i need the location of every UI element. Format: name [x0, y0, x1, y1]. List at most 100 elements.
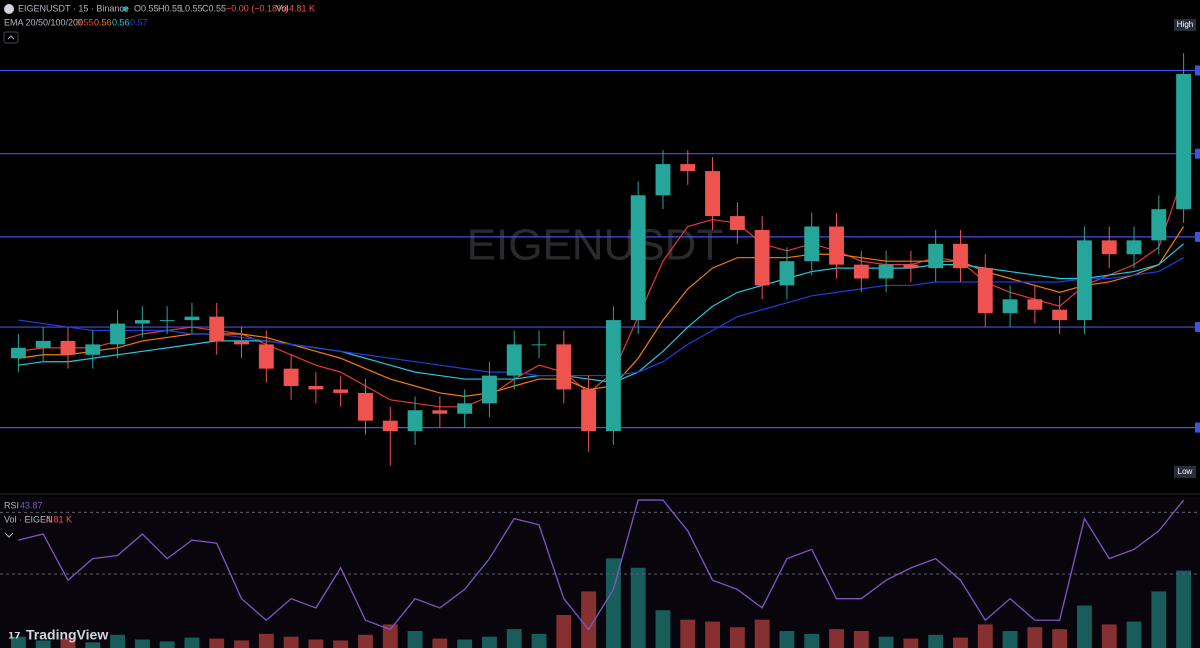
volume-bar — [1151, 591, 1167, 648]
level-handle — [1195, 322, 1200, 333]
status-dot — [122, 6, 128, 12]
volume-bar — [729, 627, 745, 648]
candle-body — [705, 171, 720, 217]
candle-body — [1002, 299, 1018, 314]
volume-bar — [556, 614, 572, 648]
candle-body — [928, 243, 944, 269]
volume-bar — [407, 631, 423, 648]
volume-bar — [10, 636, 26, 648]
volume-bar — [581, 591, 597, 648]
volume-bar — [630, 567, 646, 648]
high-tag — [1174, 19, 1196, 31]
volume-bar — [283, 636, 299, 648]
volume-bar — [1176, 570, 1192, 648]
volume-bar — [506, 629, 522, 648]
volume-bar — [903, 638, 919, 648]
candle-body — [258, 344, 274, 369]
brand: TradingView — [26, 627, 108, 643]
volume-bar — [680, 619, 696, 648]
ema-value: 0.56 — [94, 17, 112, 27]
candle-body — [1027, 299, 1043, 310]
ema-value: 0.57 — [130, 17, 148, 27]
candle-body — [804, 226, 820, 262]
volume-bar — [754, 619, 770, 648]
candle-body — [35, 340, 51, 348]
volume-bar — [1126, 621, 1142, 648]
level-handle — [1195, 148, 1200, 159]
volume-bar — [705, 621, 720, 648]
candle-body — [630, 195, 646, 321]
candle-body — [605, 320, 621, 432]
candle-body — [829, 226, 844, 265]
ema-label: EMA 20/50/100/200 — [4, 17, 83, 27]
volume-bar — [655, 610, 671, 648]
candle-body — [1126, 240, 1142, 255]
volume-bar — [209, 638, 225, 648]
volume-bar — [853, 631, 869, 648]
volume-bar — [457, 639, 473, 648]
volume-bar — [779, 631, 795, 648]
volume-bar — [1052, 629, 1068, 648]
volume-bar — [432, 638, 448, 648]
collapse-button[interactable] — [3, 31, 19, 44]
ema-line — [18, 174, 1185, 408]
candle-body — [358, 392, 373, 421]
volume-bar — [184, 637, 200, 648]
close: C0.55 — [202, 3, 226, 13]
low-label: Low — [1178, 467, 1193, 476]
candle-body — [60, 340, 76, 355]
candle-body — [1176, 73, 1192, 210]
volume-bar — [333, 640, 349, 648]
candle-body — [655, 164, 671, 196]
open: O0.55 — [134, 3, 159, 13]
symbol: EIGENUSDT · 15 · Binance — [18, 3, 129, 13]
lower-pane — [0, 497, 1200, 648]
volume-bar — [928, 634, 944, 648]
volume-bar — [1027, 627, 1043, 648]
vol-pane-value: 4.81 K — [46, 514, 72, 524]
candle-body — [531, 344, 547, 346]
rsi-line — [18, 499, 1185, 631]
volume-bar — [110, 634, 125, 648]
candle-body — [953, 243, 968, 269]
collapse-icon — [7, 35, 15, 40]
candle-body — [234, 340, 249, 345]
volume-bar — [358, 634, 373, 648]
volume-bar — [878, 636, 894, 648]
candle-body — [977, 268, 993, 314]
candle-body — [853, 264, 869, 279]
volume-bar — [308, 639, 324, 648]
candle-body — [754, 229, 770, 286]
candle-body — [184, 316, 200, 321]
volume-bar — [1101, 624, 1117, 648]
candle-body — [680, 164, 696, 172]
volume-bar — [1077, 605, 1092, 648]
candle-body — [10, 347, 26, 359]
volume-bar — [1002, 631, 1018, 648]
candle-body — [110, 323, 125, 345]
candle-body — [482, 375, 497, 404]
volume-bar — [134, 639, 150, 648]
low: L0.55 — [180, 3, 203, 13]
volume-bar — [804, 633, 820, 648]
candle-body — [1077, 240, 1092, 321]
volume-bar — [829, 629, 844, 648]
low-tag — [1174, 466, 1196, 478]
vol-label: Vol — [276, 3, 289, 13]
ema-values: 0.55 0.56 0.56 0.57 — [76, 17, 148, 27]
candle-body — [159, 320, 175, 322]
volume-bar — [531, 633, 547, 648]
candle-body — [308, 385, 324, 390]
high: H0.55 — [158, 3, 182, 13]
level-handle — [1195, 231, 1200, 242]
ema-value: 0.55 — [76, 17, 94, 27]
volume-bar — [977, 624, 993, 648]
volume-bar — [953, 637, 968, 648]
volume-bar — [60, 638, 76, 648]
candle-body — [506, 344, 522, 376]
candle-body — [85, 344, 101, 355]
high-label: High — [1177, 20, 1193, 29]
rsi-value: 43.87 — [20, 500, 43, 510]
